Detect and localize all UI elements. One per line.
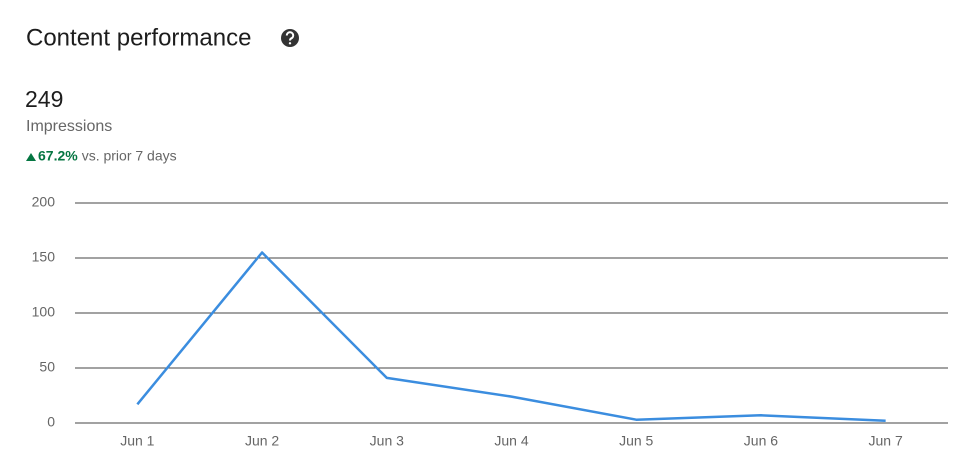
x-tick-label: Jun 1	[120, 433, 154, 449]
change-label: vs. prior 7 days	[82, 148, 177, 164]
x-tick-label: Jun 4	[494, 433, 528, 449]
x-tick-label: Jun 6	[744, 433, 778, 449]
x-tick-label: Jun 3	[370, 433, 404, 449]
metric-label: Impressions	[26, 118, 112, 135]
change: 67.2%	[38, 148, 78, 164]
title: Content performance	[26, 24, 251, 51]
y-tick-label: 0	[47, 414, 55, 430]
help-icon[interactable]	[281, 29, 299, 47]
x-tick-label: Jun 5	[619, 433, 653, 449]
y-tick-label: 200	[32, 194, 56, 210]
line	[136, 251, 886, 423]
metric: 249	[25, 86, 63, 112]
y-tick-label: 150	[32, 249, 56, 265]
y-tick-label: 100	[32, 304, 56, 320]
x-tick-label: Jun 7	[869, 433, 903, 449]
y-tick-label: 50	[39, 359, 55, 375]
up-arrow	[26, 153, 36, 161]
x-tick-label: Jun 2	[245, 433, 279, 449]
